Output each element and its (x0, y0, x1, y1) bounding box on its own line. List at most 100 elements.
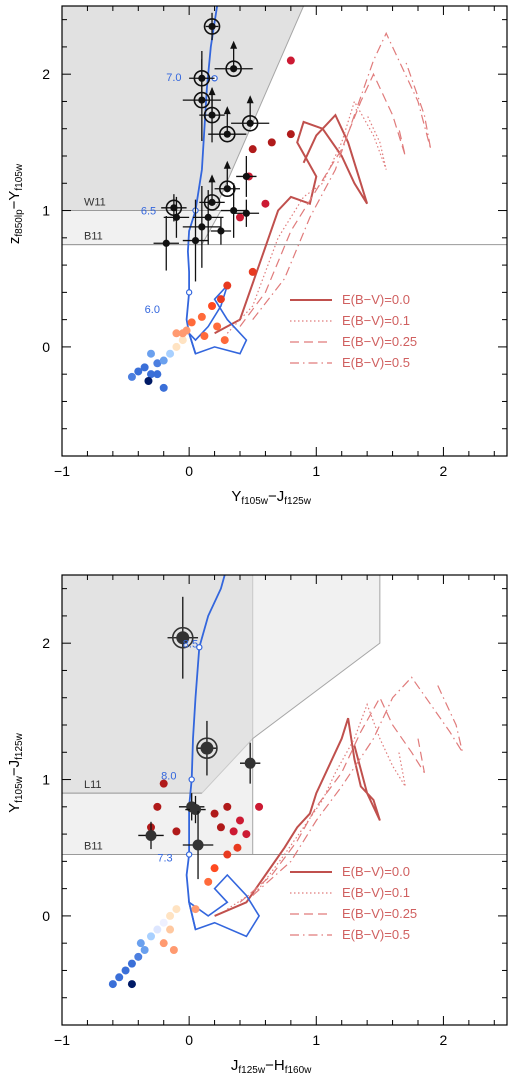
candidate-point (176, 631, 190, 645)
candidate-ring (225, 60, 242, 78)
model-point (208, 302, 217, 310)
axis-label-subscript: f160w (285, 1065, 312, 1076)
legend-label: E(B−V)=0.0 (342, 864, 410, 879)
candidate (208, 106, 247, 143)
model-point (236, 816, 244, 825)
candidate-ring (203, 106, 221, 124)
model-point (153, 359, 162, 368)
model-point (191, 905, 200, 914)
model-point (169, 946, 178, 954)
x-tick-label: 1 (312, 463, 320, 479)
candidate (167, 596, 199, 679)
axis-label-subscript: f125w (238, 1065, 265, 1076)
y-tick-label: 0 (42, 908, 50, 924)
axis-label-text: −J (6, 760, 23, 776)
model-point (172, 827, 181, 836)
model-point (286, 130, 295, 139)
candidate-point (192, 839, 204, 851)
criteria-label: B11 (84, 841, 103, 853)
model-point (286, 56, 295, 65)
plot-area (62, 575, 507, 989)
axis-label-subscript: f105w (14, 163, 25, 190)
model-point (204, 877, 213, 886)
candidate (182, 810, 214, 880)
criteria-label: L11 (84, 779, 102, 791)
model-point (159, 779, 168, 788)
redshift-marker (188, 776, 195, 783)
x-axis-label: Jf125w−Hf160w (231, 1057, 312, 1076)
selection-region (62, 575, 381, 856)
model-point (134, 367, 143, 376)
x-tick-label: 2 (440, 1032, 448, 1048)
model-point (147, 370, 155, 379)
candidate (231, 95, 270, 132)
y-axis-label: zf850lp−Yf105w (6, 163, 25, 244)
candidate (138, 821, 164, 850)
model-point (172, 905, 181, 914)
model-point (197, 312, 206, 321)
axis-label-text: −J (268, 488, 284, 505)
model-point (166, 925, 175, 934)
model-point (127, 372, 136, 381)
candidate (214, 40, 253, 78)
axis-label-text: −H (265, 1057, 285, 1074)
axis-label-text: Y (6, 803, 23, 813)
candidate (196, 720, 218, 776)
candidate (203, 12, 221, 41)
candidate-point (230, 206, 238, 215)
reddening-track (226, 702, 406, 910)
y-tick-label: 2 (42, 635, 50, 651)
limit-arrow-head (208, 174, 216, 183)
reddening-track (239, 696, 425, 903)
candidate (199, 87, 225, 143)
legend-label: E(B−V)=0.1 (342, 885, 410, 900)
x-tick-label: −1 (54, 1032, 70, 1048)
model-point (153, 925, 162, 934)
candidate-point (230, 65, 238, 73)
redshift-marker (185, 851, 193, 858)
model-point (147, 932, 155, 941)
model-point (127, 959, 136, 968)
candidate (192, 190, 224, 245)
legend-label: E(B−V)=0.5 (342, 355, 410, 370)
limit-arrow-head (230, 40, 238, 49)
candidate-ring (203, 194, 221, 211)
model-point (172, 342, 181, 351)
x-tick-label: −1 (54, 463, 70, 479)
model-point (223, 281, 232, 290)
model-point (248, 145, 257, 154)
limit-arrow-head (223, 106, 231, 115)
candidate-point (244, 757, 256, 769)
candidate-point (242, 172, 250, 181)
redshift-label: 6.0 (145, 304, 160, 316)
axes-frame (61, 5, 508, 457)
axis-label-subscript: f850lp (14, 209, 25, 237)
model-point (134, 952, 143, 961)
model-point (267, 138, 276, 147)
model-point (144, 377, 153, 385)
x-tick-label: 1 (312, 1032, 320, 1048)
candidate-point (223, 185, 231, 193)
candidate-ring (218, 180, 236, 198)
model-point (216, 295, 225, 304)
candidate-point (145, 829, 157, 841)
model-point (178, 329, 187, 338)
redshift-marker (185, 289, 193, 296)
candidate-point (223, 130, 231, 138)
model-point (140, 946, 149, 954)
candidate (236, 156, 257, 197)
legend-label: E(B−V)=0.25 (342, 334, 417, 349)
candidate (214, 160, 240, 198)
model-point (236, 213, 244, 222)
candidate-point (204, 213, 212, 221)
model-point (153, 802, 162, 811)
reddening-track (252, 31, 432, 320)
selection-region (62, 6, 305, 212)
model-point (255, 802, 264, 811)
candidate-point (198, 96, 206, 104)
redshift-marker (196, 644, 203, 651)
axis-label-subscript: f105w (241, 496, 268, 507)
model-point (127, 980, 136, 989)
y-tick-label: 1 (42, 772, 50, 788)
